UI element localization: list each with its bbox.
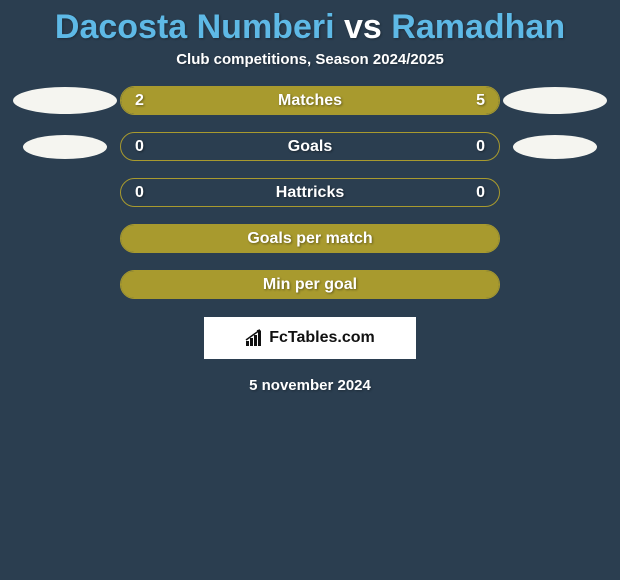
avatar-slot-right (500, 87, 610, 114)
player-right-name: Ramadhan (391, 8, 565, 46)
chart-icon (245, 329, 265, 347)
stat-bar: 0 Hattricks 0 (120, 178, 500, 207)
comparison-title: Dacosta Numberi vs Ramadhan (0, 0, 620, 51)
bar-fill-right (229, 87, 499, 114)
player-avatar-right (503, 87, 607, 114)
stat-bar: 0 Goals 0 (120, 132, 500, 161)
stat-value-right: 0 (476, 184, 485, 202)
stat-row: Goals per match (10, 224, 610, 253)
footer-badge-text: FcTables.com (269, 329, 375, 347)
stat-bar: Min per goal (120, 270, 500, 299)
footer-date: 5 november 2024 (0, 377, 620, 394)
stat-row: 0 Hattricks 0 (10, 178, 610, 207)
title-vs: vs (344, 8, 382, 46)
player-left-name: Dacosta Numberi (55, 8, 335, 46)
footer-badge: FcTables.com (204, 317, 416, 359)
stat-label: Hattricks (276, 184, 344, 202)
stat-row: Min per goal (10, 270, 610, 299)
player-avatar-right (513, 135, 597, 159)
avatar-slot-left (10, 87, 120, 114)
stat-label: Min per goal (263, 276, 357, 294)
stat-row: 0 Goals 0 (10, 132, 610, 161)
stat-label: Goals per match (247, 230, 372, 248)
stat-label: Goals (288, 138, 332, 156)
avatar-slot-right (500, 135, 610, 159)
stats-container: 2 Matches 5 0 Goals 0 0 Hattricks 0 Goals per mat… (0, 86, 620, 299)
stat-bar: 2 Matches 5 (120, 86, 500, 115)
stat-bar: Goals per match (120, 224, 500, 253)
player-avatar-left (13, 87, 117, 114)
stat-value-right: 5 (476, 92, 485, 110)
stat-value-left: 0 (135, 184, 144, 202)
stat-label: Matches (278, 92, 342, 110)
comparison-subtitle: Club competitions, Season 2024/2025 (0, 51, 620, 86)
player-avatar-left (23, 135, 107, 159)
stat-value-left: 2 (135, 92, 144, 110)
stat-row: 2 Matches 5 (10, 86, 610, 115)
avatar-slot-left (10, 135, 120, 159)
stat-value-left: 0 (135, 138, 144, 156)
stat-value-right: 0 (476, 138, 485, 156)
